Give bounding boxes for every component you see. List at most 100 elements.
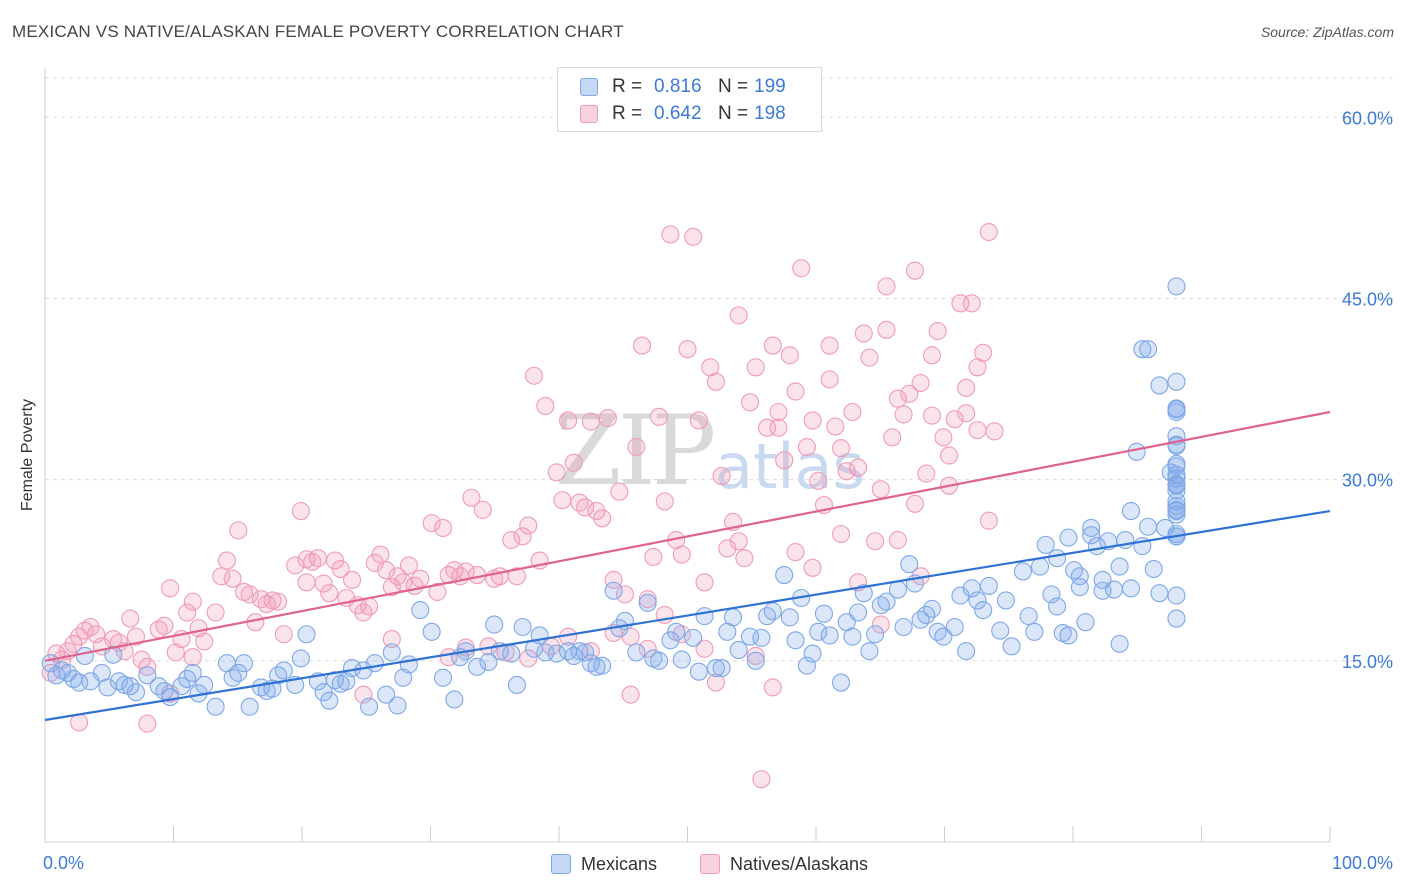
- natives-point: [837, 462, 856, 481]
- mexicans-point: [297, 625, 316, 644]
- natives-point: [581, 412, 600, 431]
- natives-point: [905, 261, 924, 280]
- natives-point: [934, 428, 953, 447]
- natives-point: [121, 609, 140, 628]
- legend-r-label: R =: [612, 103, 643, 124]
- natives-point: [826, 417, 845, 436]
- mexicans-point: [382, 643, 401, 662]
- mexicans-point: [951, 586, 970, 605]
- natives-point: [979, 222, 998, 242]
- natives-point: [979, 511, 998, 530]
- natives-point: [433, 518, 453, 538]
- natives-point: [922, 346, 942, 365]
- mexicans-point: [900, 555, 919, 574]
- natives-point: [655, 492, 674, 511]
- mexicans-point: [234, 654, 254, 673]
- natives-point: [729, 306, 748, 325]
- natives-point: [746, 646, 765, 666]
- mexicans-point: [1167, 481, 1186, 500]
- natives-point: [422, 514, 441, 533]
- mexicans-point: [758, 607, 777, 626]
- natives-point: [860, 348, 879, 367]
- natives-point: [183, 648, 202, 667]
- natives-point: [866, 532, 885, 551]
- natives-point: [678, 340, 697, 359]
- natives-point: [877, 320, 896, 339]
- mexicans-point: [1025, 622, 1044, 641]
- natives-point: [632, 336, 652, 355]
- mexicans-point: [593, 656, 612, 675]
- natives-point: [604, 570, 623, 589]
- mexicans-point: [445, 690, 464, 709]
- natives-point: [957, 404, 976, 423]
- mexicans-point: [1167, 457, 1186, 476]
- natives-point: [269, 592, 288, 611]
- mexicans-point: [365, 654, 384, 673]
- mexicans-point: [928, 622, 947, 641]
- mexicans-point: [269, 666, 288, 685]
- mexicans-point: [996, 591, 1015, 610]
- mexicans-point: [1059, 626, 1078, 645]
- mexicans-point: [1127, 442, 1146, 461]
- natives-point: [843, 402, 862, 422]
- natives-point: [81, 617, 100, 637]
- mexicans-point: [1013, 562, 1033, 581]
- mexicans-point: [627, 643, 646, 662]
- natives-point: [962, 294, 981, 313]
- natives-point: [672, 545, 691, 564]
- natives-point: [911, 373, 930, 393]
- mexicans-point: [422, 622, 441, 641]
- natives-point: [212, 567, 231, 586]
- natives-point: [735, 549, 754, 568]
- natives-point: [888, 389, 907, 408]
- natives-point: [957, 378, 976, 397]
- natives-point: [155, 616, 174, 635]
- natives-point: [564, 453, 583, 472]
- natives-point: [877, 277, 896, 296]
- mexicans-point: [695, 607, 714, 626]
- natives-point: [644, 547, 663, 566]
- bottom-legend-natives: Natives/Alaskans: [700, 851, 868, 877]
- natives-point: [769, 418, 788, 437]
- mexicans-point: [1121, 501, 1141, 521]
- mexicans-point: [957, 642, 976, 661]
- natives-point: [507, 567, 526, 586]
- y-tick-label: 60.0%: [1342, 108, 1393, 128]
- mexicans-point: [1110, 557, 1129, 576]
- mexicans-point: [206, 697, 225, 716]
- y-tick-label: 45.0%: [1342, 289, 1393, 309]
- legend-row-mexicans: R = 0.816 N = 199: [580, 75, 818, 99]
- mexicans-point: [1167, 277, 1186, 296]
- natives-point: [740, 393, 760, 412]
- mexicans-point: [1002, 637, 1021, 656]
- mexicans-point: [485, 615, 504, 634]
- natives-point: [803, 411, 822, 430]
- natives-point: [752, 770, 771, 789]
- mexicans-point: [47, 666, 66, 685]
- mexicans-point: [138, 666, 157, 685]
- mexicans-point: [1121, 579, 1141, 598]
- natives-point: [746, 358, 765, 377]
- mexicans-point: [1133, 340, 1152, 359]
- mexicans-point: [968, 591, 987, 610]
- mexicans-point: [1048, 597, 1067, 616]
- mexicans-point: [104, 645, 123, 664]
- natives-point: [382, 578, 401, 597]
- natives-point: [286, 556, 305, 575]
- natives-point: [274, 625, 293, 644]
- natives-point: [138, 714, 157, 733]
- mexicans-point: [650, 651, 669, 670]
- mexicans-point: [149, 677, 168, 696]
- natives-point: [922, 406, 942, 425]
- mexicans-point: [780, 608, 799, 627]
- legend-r-value: 0.642: [654, 103, 702, 124]
- natives-point: [576, 498, 595, 517]
- mexicans-point: [974, 601, 993, 620]
- natives-point: [320, 584, 339, 603]
- natives-point: [132, 650, 151, 669]
- mexicans-point: [377, 685, 396, 704]
- mexicans-point: [831, 673, 851, 692]
- natives-point: [462, 488, 481, 507]
- natives-point: [695, 573, 714, 592]
